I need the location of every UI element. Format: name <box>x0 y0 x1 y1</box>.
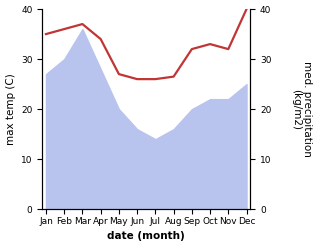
Y-axis label: max temp (C): max temp (C) <box>5 73 16 145</box>
X-axis label: date (month): date (month) <box>107 231 185 242</box>
Y-axis label: med. precipitation
(kg/m2): med. precipitation (kg/m2) <box>291 61 313 157</box>
